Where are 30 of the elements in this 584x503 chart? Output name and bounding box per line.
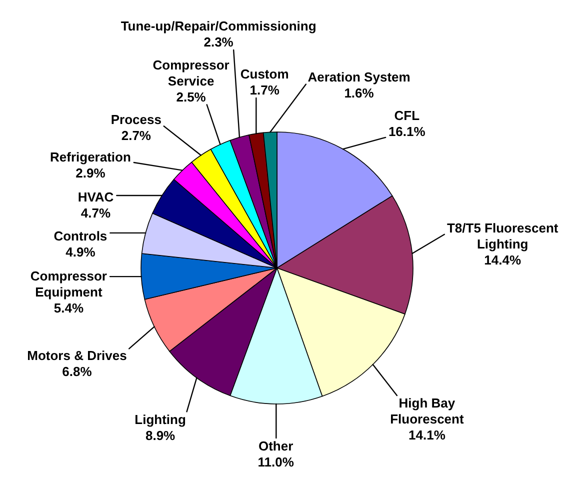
data-label: 4.7% — [80, 205, 111, 220]
data-label: 16.1% — [388, 124, 426, 140]
slice-label: HVAC — [78, 189, 114, 204]
data-label: 1.6% — [344, 85, 374, 100]
data-label: 5.4% — [54, 300, 84, 316]
data-label: 6.8% — [62, 364, 92, 380]
slice-label: Custom — [240, 66, 289, 82]
slice-label: Process — [110, 112, 162, 127]
slice-label: High Bay Fluorescent — [390, 395, 464, 426]
data-label: 8.9% — [145, 428, 176, 444]
slice-label: Compressor Equipment — [30, 268, 107, 300]
data-label: 14.1% — [408, 427, 446, 442]
data-label: 2.3% — [204, 34, 234, 50]
slice-label: Controls — [54, 228, 108, 244]
data-label: 2.9% — [76, 166, 106, 181]
slice-label: Lighting — [134, 412, 186, 428]
data-label: 1.7% — [250, 82, 280, 98]
slice-label: Motors & Drives — [27, 348, 127, 364]
data-label: 14.4% — [484, 252, 522, 268]
slice-label: Refrigeration — [50, 150, 131, 165]
data-label: 2.5% — [176, 89, 206, 104]
slice-label: Tune-up/Repair/Commissioning — [120, 18, 316, 34]
slice-label: T8/T5 Fluorescent Lighting — [446, 220, 559, 252]
slice-label: Compressor Service — [152, 57, 230, 88]
slice-label: Other — [258, 438, 294, 454]
data-label: 4.9% — [66, 244, 96, 260]
data-label: 2.7% — [121, 128, 152, 143]
slice-label: Aeration System — [308, 69, 410, 84]
slice-label: CFL — [394, 108, 420, 124]
data-label: 11.0% — [258, 454, 294, 470]
